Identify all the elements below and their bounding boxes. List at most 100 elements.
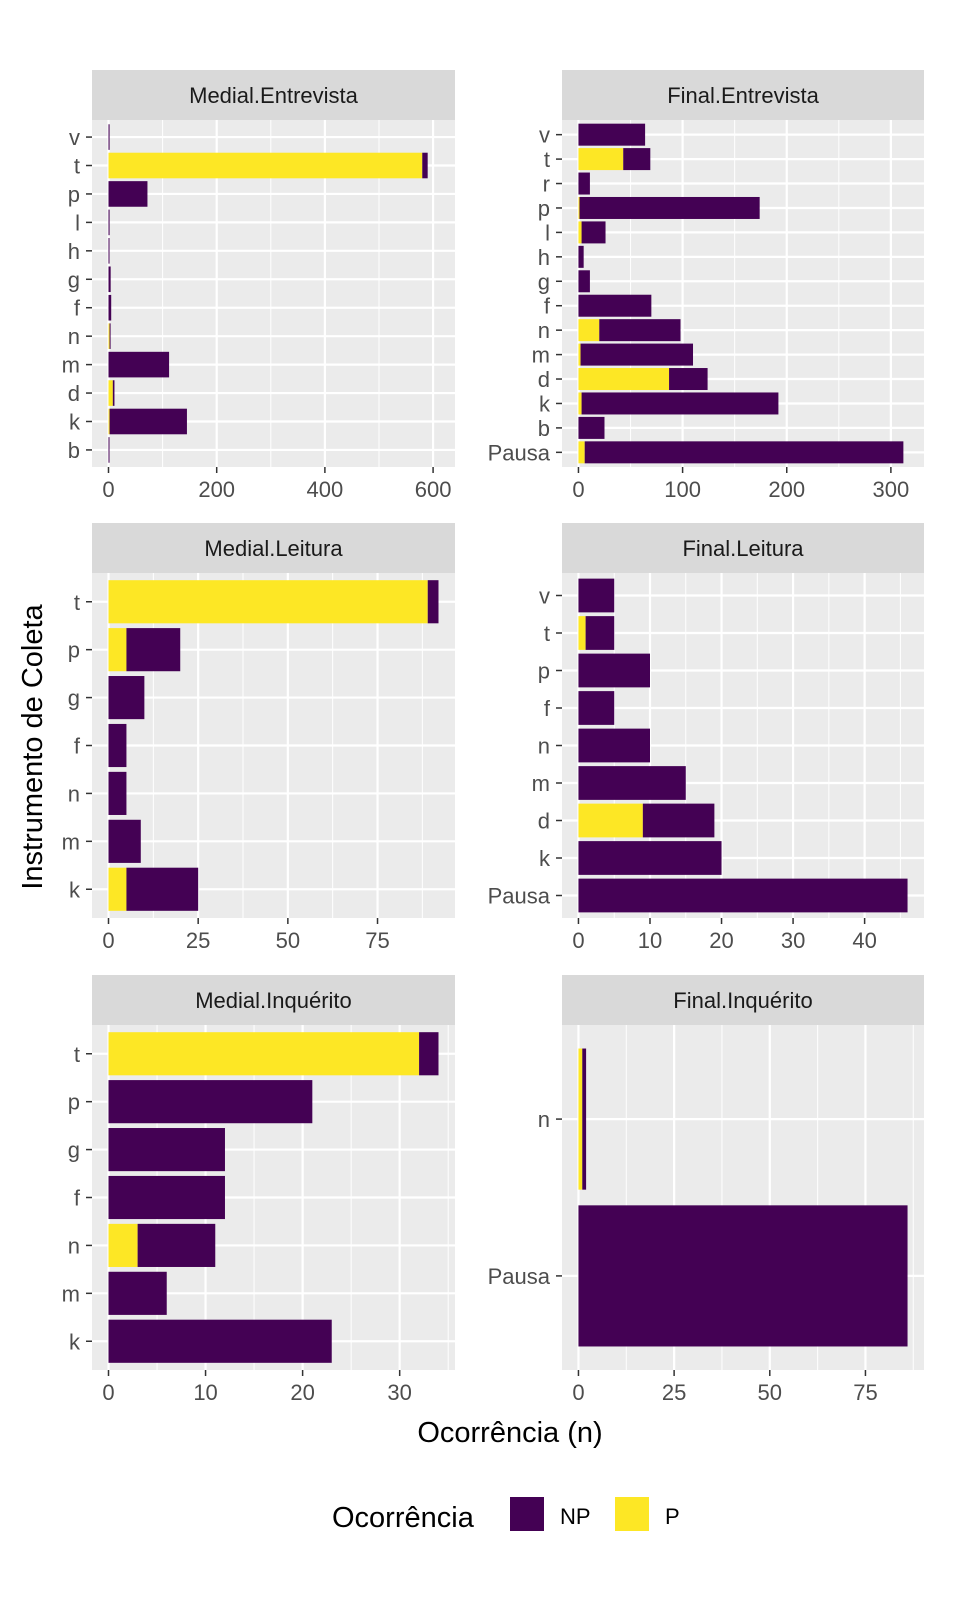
x-tick-label: 50 (276, 928, 300, 953)
y-tick-label: k (69, 409, 81, 434)
bar-segment-np (578, 270, 589, 292)
bar-segment-np (578, 124, 645, 146)
facet-panel-5: Medial.Inquérito0 10 20 30tpgfnmk (62, 975, 455, 1405)
legend-key-np (510, 1497, 544, 1531)
facet-panel-2: Final.Entrevista 0 100 200 300 vtrplhgfnmdkbP… (488, 70, 924, 502)
y-tick-label: k (69, 877, 81, 902)
bar-segment-np (585, 441, 904, 463)
bar-segment-np (109, 238, 110, 264)
y-tick-label: v (539, 123, 550, 148)
bar-segment-p (578, 392, 581, 414)
bar-segment-np (138, 1224, 216, 1267)
y-tick-label: f (544, 294, 551, 319)
bar-segment-np (578, 654, 650, 688)
y-tick-label: t (74, 590, 80, 615)
bar-segment-p (578, 221, 581, 243)
bar-segment-p (578, 441, 584, 463)
y-tick-label: Pausa (488, 440, 551, 465)
y-tick-label: t (74, 1042, 80, 1067)
bar-segment-np (109, 210, 110, 236)
y-tick-label: t (544, 147, 550, 172)
facet-panel-6: Final.Inquérito0 25 50 75nPausa (488, 975, 924, 1405)
y-tick-label: l (75, 210, 80, 235)
x-tick-label: 40 (852, 928, 876, 953)
y-tick-label: t (544, 621, 550, 646)
bar-segment-p (109, 1032, 420, 1075)
y-tick-label: m (62, 829, 80, 854)
y-tick-label: m (62, 353, 80, 378)
y-tick-label: d (538, 367, 550, 392)
bar-segment-np (578, 295, 651, 317)
x-tick-label: 0 (102, 928, 114, 953)
bar-segment-np (578, 691, 614, 725)
bar-segment-np (109, 820, 141, 863)
bar-segment-np (109, 266, 111, 292)
bar-segment-np (586, 616, 615, 650)
bar-segment-np (623, 148, 650, 170)
x-tick-label: 0 (102, 477, 114, 502)
x-tick-label: 75 (365, 928, 389, 953)
bar-segment-np (422, 153, 427, 179)
bar-segment-np (582, 221, 606, 243)
y-tick-label: k (539, 391, 551, 416)
y-tick-label: v (69, 125, 80, 150)
y-tick-label: p (538, 659, 550, 684)
y-tick-label: n (68, 781, 80, 806)
bar-segment-np (428, 580, 439, 623)
y-tick-label: Pausa (488, 1264, 551, 1289)
x-tick-label: 0 (572, 477, 584, 502)
y-tick-label: b (68, 438, 80, 463)
x-tick-label: 10 (193, 1380, 217, 1405)
bar-segment-p (109, 323, 110, 349)
legend-key-p (615, 1497, 649, 1531)
bar-segment-np (599, 319, 680, 341)
x-axis-title: Ocorrência (n) (417, 1417, 602, 1449)
legend-label-np: NP (560, 1504, 591, 1529)
y-tick-label: l (545, 220, 550, 245)
panel-background (562, 120, 924, 467)
y-tick-label: f (74, 734, 81, 759)
bar-segment-np (579, 197, 759, 219)
x-tick-label: 100 (664, 477, 701, 502)
bar-segment-np (578, 729, 650, 763)
bar-segment-np (109, 1272, 167, 1315)
x-tick-label: 0 (102, 1380, 114, 1405)
facet-strip-label: Final.Inquérito (673, 988, 812, 1013)
bar-segment-np (578, 879, 907, 913)
bar-segment-np (419, 1032, 438, 1075)
y-tick-label: v (539, 584, 550, 609)
bar-segment-np (582, 1049, 586, 1190)
bar-segment-np (109, 1320, 332, 1363)
bar-segment-p (109, 409, 110, 435)
x-tick-label: 600 (415, 477, 452, 502)
bar-segment-np (113, 380, 115, 406)
bar-segment-p (109, 628, 127, 671)
bar-segment-p (578, 1049, 582, 1190)
y-tick-label: f (74, 296, 81, 321)
y-tick-label: Pausa (488, 884, 551, 909)
y-tick-label: m (532, 343, 550, 368)
legend-label-p: P (665, 1504, 680, 1529)
bar-segment-np (126, 628, 180, 671)
y-tick-label: d (538, 809, 550, 834)
x-tick-label: 400 (307, 477, 344, 502)
bar-segment-np (669, 368, 708, 390)
bar-segment-np (578, 1205, 907, 1346)
bar-segment-p (109, 580, 428, 623)
x-tick-label: 30 (387, 1380, 411, 1405)
legend-title: Ocorrência (332, 1502, 475, 1534)
y-tick-label: n (538, 318, 550, 343)
bar-segment-np (578, 766, 685, 800)
x-tick-label: 25 (662, 1380, 686, 1405)
x-tick-label: 50 (758, 1380, 782, 1405)
y-tick-label: h (538, 245, 550, 270)
y-tick-label: b (538, 416, 550, 441)
facet-strip-label: Medial.Entrevista (189, 83, 359, 108)
bar-segment-p (578, 368, 669, 390)
bar-segment-p (109, 1224, 138, 1267)
bar-segment-np (126, 868, 198, 911)
facet-strip-label: Medial.Inquérito (195, 988, 352, 1013)
x-tick-label: 20 (709, 928, 733, 953)
